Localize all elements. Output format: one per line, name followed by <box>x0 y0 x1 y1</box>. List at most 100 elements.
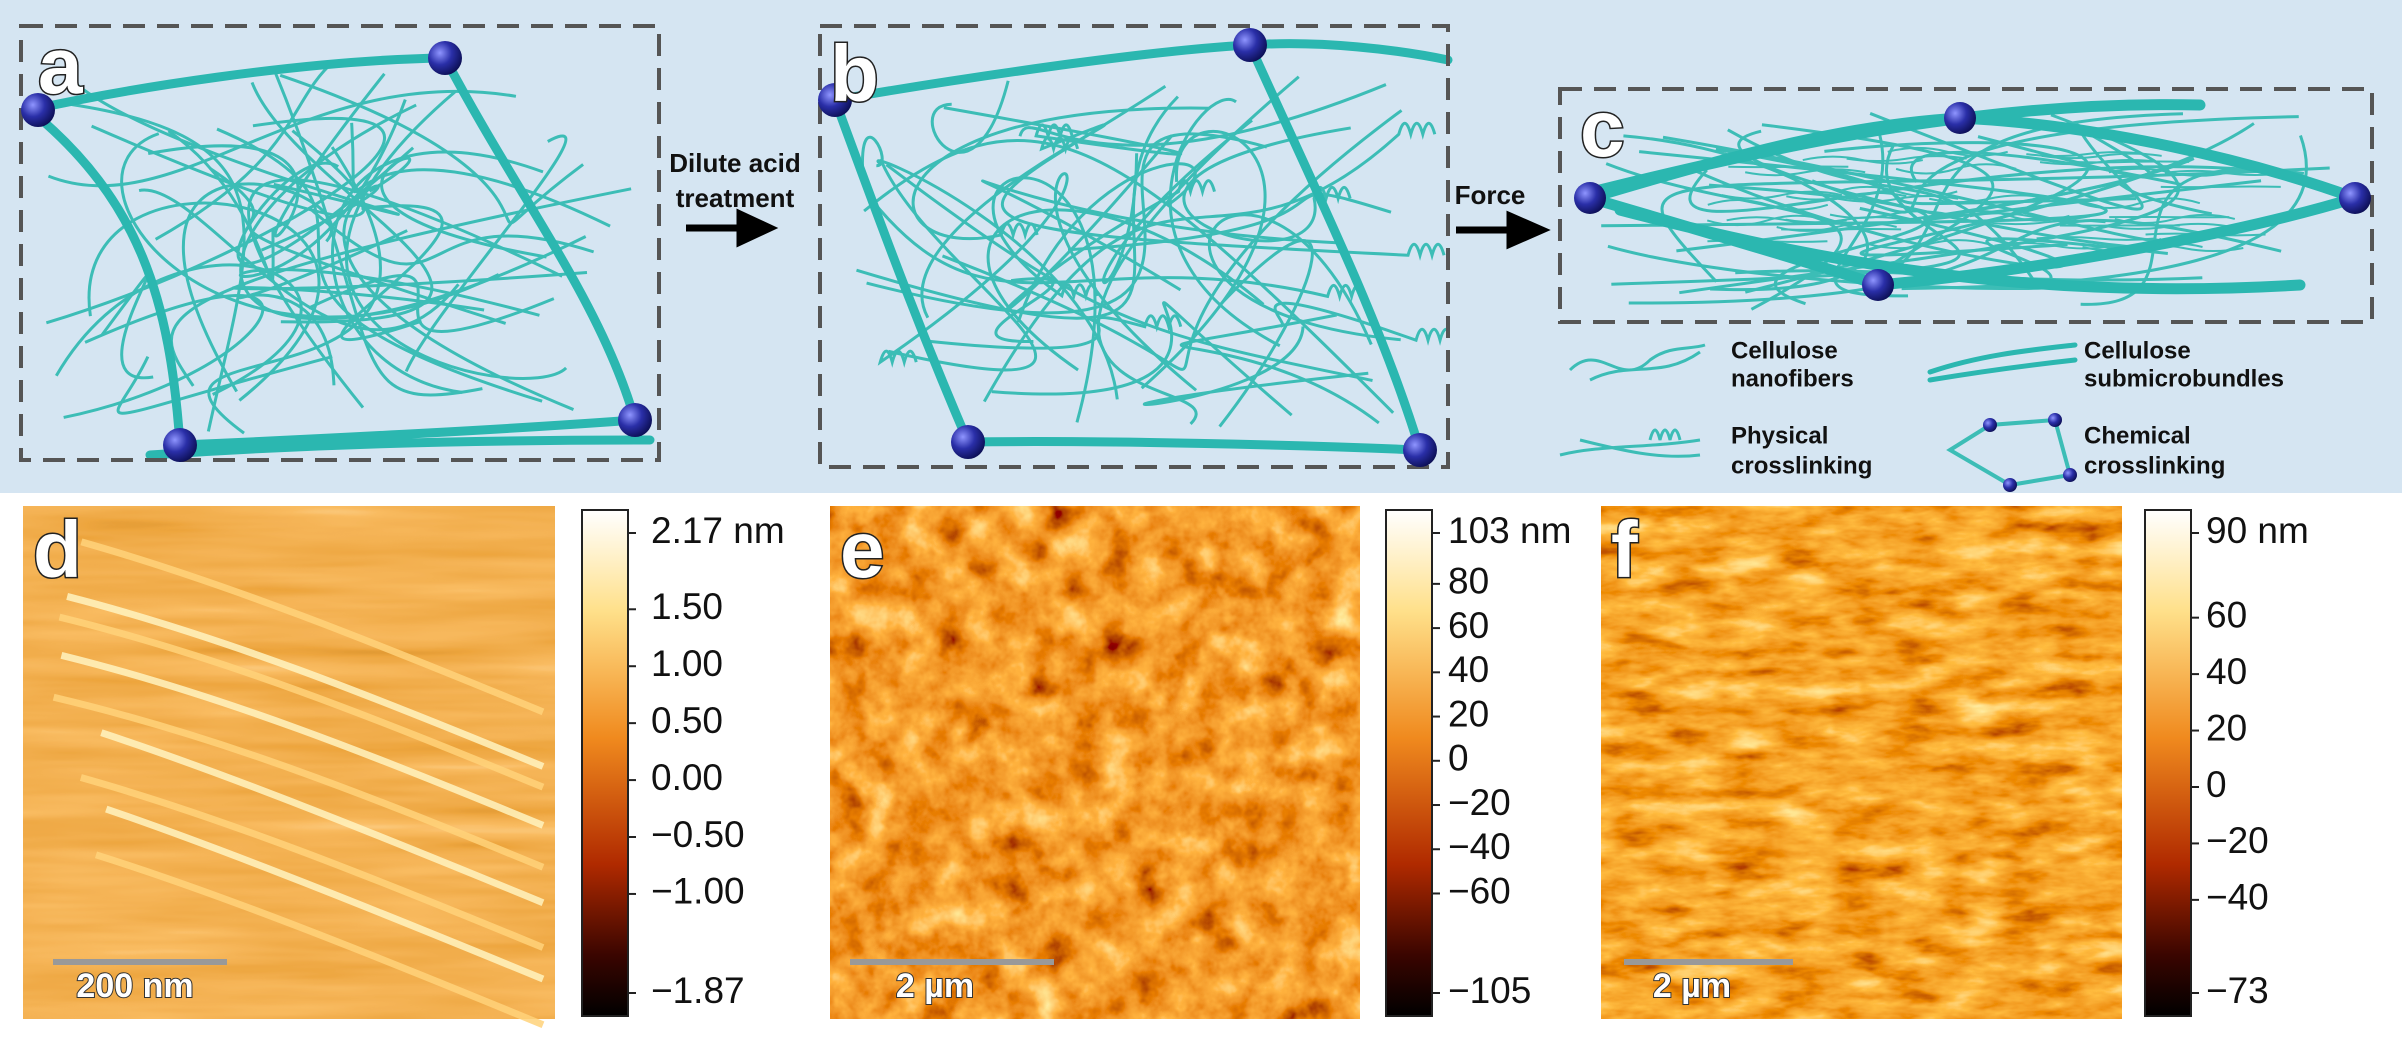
fiber <box>1836 185 1958 198</box>
fiber <box>911 106 1210 241</box>
colorbar-tick-label: 20 <box>2206 707 2247 748</box>
fiber <box>2041 152 2162 160</box>
node <box>2063 468 2077 482</box>
legend-label: Cellulose <box>1731 337 1838 364</box>
panel-label: f <box>1611 505 1638 594</box>
node <box>818 83 852 117</box>
fiber <box>2036 235 2157 241</box>
scale-bar-label: 200 nm <box>76 967 193 1005</box>
fiber <box>58 66 400 216</box>
colorbar-tick-label: 2.17 nm <box>651 510 785 551</box>
node <box>1233 28 1267 62</box>
fiber <box>1067 192 1392 252</box>
fiber <box>1776 222 1897 232</box>
fiber <box>1909 150 2182 186</box>
fiber <box>1707 198 1829 211</box>
fiber <box>885 163 1373 382</box>
node <box>2339 182 2371 214</box>
node <box>428 41 462 75</box>
fiber <box>231 270 588 312</box>
fiber <box>63 294 265 419</box>
fibril <box>79 774 545 951</box>
box-b <box>818 24 1450 469</box>
colorbar-tick-label: 0.50 <box>651 700 723 741</box>
panel-label: c <box>1580 84 1625 173</box>
colorbar-tick-label: 40 <box>1448 649 1489 690</box>
colorbar-tick-label: 60 <box>2206 594 2247 635</box>
panel-label: b <box>830 29 879 118</box>
panel-label: d <box>33 505 82 594</box>
fiber <box>345 89 568 380</box>
colorbar-tick-label: −1.00 <box>651 871 745 912</box>
afm-image <box>23 506 555 1019</box>
fiber <box>1744 168 1866 177</box>
colorbar <box>581 509 629 1017</box>
fiber <box>1601 150 2108 228</box>
colorbar-tick-label: 0.00 <box>651 757 723 798</box>
node <box>21 93 55 127</box>
node <box>2048 413 2062 427</box>
colorbar-tick-label: 1.50 <box>651 586 723 627</box>
fiber <box>272 69 483 397</box>
fiber <box>879 158 1038 372</box>
afm-panels: d 200 nm 2.17 nm 1.50 1.00 0.50 0.00 −0.50 −1.00… <box>23 504 2309 1029</box>
node <box>1862 269 1894 301</box>
fiber <box>237 229 408 386</box>
panel-label: e <box>840 505 885 594</box>
fibril <box>66 593 545 770</box>
legend-label: nanofibers <box>1731 365 1854 392</box>
fiber <box>1837 194 1959 203</box>
node <box>2003 478 2017 492</box>
box-c <box>1558 87 2374 324</box>
fiber <box>1721 190 1843 200</box>
fiber <box>247 178 563 409</box>
fiber <box>930 80 1010 154</box>
fiber <box>877 172 1198 392</box>
colorbar-tick-label: 0 <box>2206 764 2227 805</box>
fiber <box>863 139 1395 414</box>
colorbar-tick-label: −1.87 <box>651 970 745 1011</box>
colorbar-tick-label: 40 <box>2206 651 2247 692</box>
frame-a <box>25 53 655 460</box>
colorbar-tick-label: 20 <box>1448 693 1489 734</box>
box-a <box>19 24 661 462</box>
scale-bar-label: 2 µm <box>896 967 974 1005</box>
fibril <box>100 729 545 906</box>
fiber <box>1273 301 1448 346</box>
fiber <box>207 146 382 435</box>
fiber <box>1207 213 1401 346</box>
fiber <box>1168 98 1281 348</box>
fiber <box>1829 210 1951 219</box>
legend-icon <box>1927 342 2078 383</box>
fiber <box>350 122 611 228</box>
fiber <box>100 274 154 380</box>
afm-image <box>830 506 1360 1019</box>
fiber <box>1949 209 2070 222</box>
node <box>1944 102 1976 134</box>
colorbar-tick-label: −20 <box>1448 782 1511 823</box>
colorbar-tick-label: −40 <box>1448 826 1511 867</box>
arrow-label: Force <box>1455 180 1526 210</box>
colorbar-tick-label: −40 <box>2206 877 2269 918</box>
legend-label: crosslinking <box>2084 452 2225 479</box>
colorbar-tick-label: 60 <box>1448 605 1489 646</box>
fiber <box>1096 75 1300 425</box>
colorbar-tick-label: 0 <box>1448 738 1469 779</box>
legend-label: Cellulose <box>2084 337 2191 364</box>
fiber <box>1786 191 1907 201</box>
fiber <box>1182 126 1352 243</box>
frame-b <box>830 39 1453 455</box>
fiber <box>1846 155 1967 163</box>
fiber <box>991 176 1100 423</box>
fiber <box>1179 313 1380 425</box>
colorbar-tick-label: −60 <box>1448 870 1511 911</box>
fiber <box>1660 166 2330 283</box>
fibers-b <box>856 75 1448 428</box>
node <box>1983 418 1997 432</box>
colorbar-tick-label: 1.00 <box>651 643 723 684</box>
panel-label: a <box>38 21 83 110</box>
fiber <box>1218 238 1314 428</box>
legend-label: Chemical <box>2084 422 2191 449</box>
colorbar <box>1385 509 1433 1017</box>
